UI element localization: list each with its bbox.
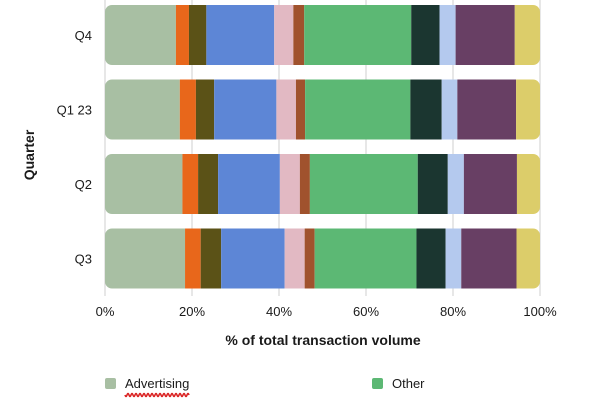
- legend-label: Other: [392, 376, 425, 391]
- bar-segment: [445, 228, 462, 289]
- bar-segment: [514, 5, 540, 65]
- bar-segment: [279, 154, 300, 214]
- bar-segment: [447, 154, 464, 214]
- bar-segment: [182, 154, 199, 214]
- bar-segment: [293, 5, 305, 65]
- bar-segment: [314, 228, 417, 289]
- bar-segment: [416, 228, 446, 289]
- bar-segment: [276, 79, 296, 140]
- x-tick-label: 100%: [523, 304, 557, 319]
- bar-segment: [455, 5, 515, 65]
- bar-segment: [198, 154, 219, 214]
- bar-segment: [516, 79, 540, 140]
- x-tick-label: 40%: [266, 304, 292, 319]
- bar-segment: [221, 228, 285, 289]
- bar-segment: [185, 228, 201, 289]
- bar-segment: [214, 79, 277, 140]
- bar-row: [105, 79, 540, 140]
- spellcheck-underline: [124, 392, 190, 398]
- x-axis-title: % of total transaction volume: [225, 332, 420, 348]
- legend-item: Advertising: [105, 376, 190, 398]
- bar-segment: [105, 228, 186, 289]
- y-tick-label: Q4: [75, 28, 92, 43]
- bar-segment: [439, 5, 456, 65]
- bar-segment: [175, 5, 189, 65]
- bar-row: [105, 154, 540, 214]
- bar-segment: [461, 228, 517, 289]
- bar-segment: [105, 5, 176, 65]
- bar-segment: [195, 79, 215, 140]
- legend-swatch: [372, 378, 383, 389]
- bar-segment: [410, 79, 442, 140]
- legend-item: Other: [372, 376, 425, 391]
- bar-row: [105, 5, 540, 65]
- y-tick-label: Q1 23: [57, 103, 92, 118]
- bar-segment: [304, 228, 315, 289]
- bar-segment: [411, 5, 440, 65]
- bar-segment: [295, 79, 306, 140]
- bar-layer: [105, 5, 540, 289]
- legend-swatch: [105, 378, 116, 389]
- bar-segment: [441, 79, 458, 140]
- bar-segment: [417, 154, 448, 214]
- bar-segment: [463, 154, 517, 214]
- x-tick-label: 20%: [179, 304, 205, 319]
- bar-segment: [516, 228, 540, 289]
- bar-row: [105, 228, 540, 289]
- bar-segment: [284, 228, 305, 289]
- bar-segment: [206, 5, 275, 65]
- bar-segment: [105, 79, 180, 140]
- bar-segment: [218, 154, 280, 214]
- bar-segment: [516, 154, 540, 214]
- y-tick-label: Q3: [75, 252, 92, 267]
- bar-segment: [305, 79, 411, 140]
- bar-segment: [309, 154, 418, 214]
- bar-segment: [105, 154, 183, 214]
- bar-segment: [299, 154, 310, 214]
- bar-segment: [200, 228, 222, 289]
- label-layer: 0% 20% 40% 60% 80% 100% Q4 Q1 23 Q2 Q3: [57, 28, 557, 319]
- bar-segment: [304, 5, 412, 65]
- y-tick-label: Q2: [75, 177, 92, 192]
- x-tick-label: 0%: [96, 304, 115, 319]
- y-axis-title: Quarter: [21, 129, 37, 180]
- bar-segment: [188, 5, 207, 65]
- x-tick-label: 80%: [440, 304, 466, 319]
- legend-label: Advertising: [125, 376, 189, 391]
- bar-segment: [274, 5, 294, 65]
- bar-segment: [457, 79, 517, 140]
- x-tick-label: 60%: [353, 304, 379, 319]
- bar-segment: [179, 79, 196, 140]
- legend: Advertising Other: [105, 376, 425, 398]
